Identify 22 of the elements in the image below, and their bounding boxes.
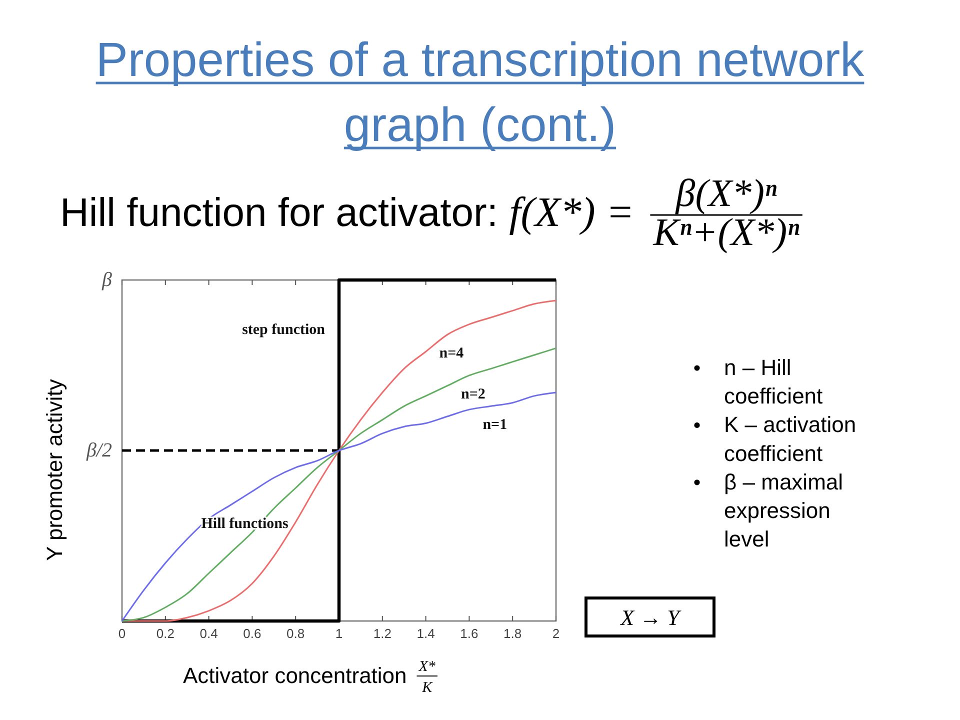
series-label: step function	[242, 322, 326, 338]
x-tick-label: 1.2	[373, 626, 392, 641]
x-tick-label: 2	[552, 626, 560, 641]
x-tick-label: 0.8	[286, 626, 305, 641]
x-tick-label: 0.2	[156, 626, 174, 641]
text: n – Hill coefficient	[724, 355, 823, 409]
series-label: n=2	[461, 386, 486, 402]
x-tick-label: 1.8	[504, 626, 522, 641]
series-label: n=1	[482, 417, 508, 434]
x-tick-label: 1.4	[416, 626, 435, 641]
y-axis-title: Y promoter activity	[42, 379, 67, 561]
x-tick-label: 1.6	[460, 626, 478, 641]
x-tick-label: 0.6	[243, 626, 262, 641]
text: β	[101, 269, 112, 291]
text: β – maximal expression level	[724, 469, 844, 552]
x-tick-label: 0.4	[200, 626, 218, 641]
chart-title: Properties of a transcription network graph (cont.)	[96, 34, 866, 152]
x-tick-label: 0	[118, 626, 126, 641]
x-tick-label: 1	[335, 626, 343, 641]
text: X → Y	[620, 605, 682, 630]
text: β/2	[85, 440, 112, 462]
series-label: n=4	[439, 346, 464, 362]
